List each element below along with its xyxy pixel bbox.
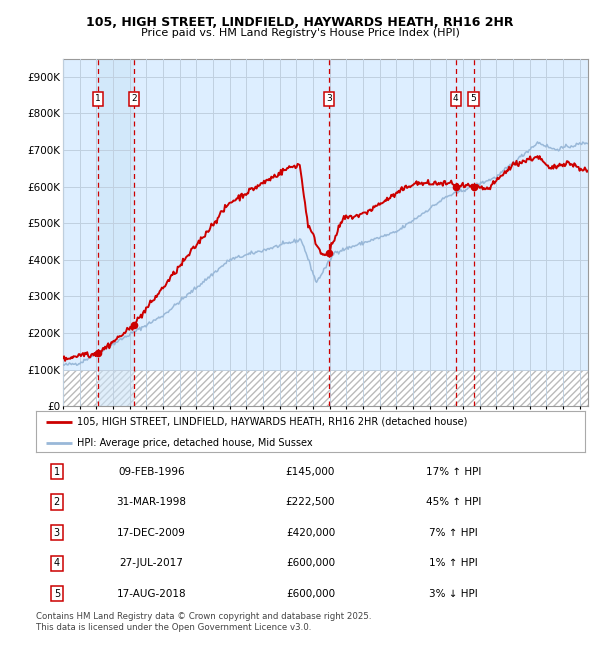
Text: 4: 4 bbox=[453, 94, 458, 103]
Text: 17-DEC-2009: 17-DEC-2009 bbox=[117, 528, 186, 538]
Text: 17-AUG-2018: 17-AUG-2018 bbox=[116, 589, 186, 599]
Text: 4: 4 bbox=[54, 558, 60, 568]
Text: 31-MAR-1998: 31-MAR-1998 bbox=[116, 497, 186, 507]
Text: 1% ↑ HPI: 1% ↑ HPI bbox=[429, 558, 478, 568]
Text: 1: 1 bbox=[95, 94, 101, 103]
Text: 5: 5 bbox=[54, 589, 60, 599]
Text: Contains HM Land Registry data © Crown copyright and database right 2025.
This d: Contains HM Land Registry data © Crown c… bbox=[36, 612, 371, 632]
Text: 105, HIGH STREET, LINDFIELD, HAYWARDS HEATH, RH16 2HR: 105, HIGH STREET, LINDFIELD, HAYWARDS HE… bbox=[86, 16, 514, 29]
Text: £600,000: £600,000 bbox=[286, 558, 335, 568]
Bar bbox=[63, 370, 588, 406]
Text: 45% ↑ HPI: 45% ↑ HPI bbox=[425, 497, 481, 507]
Text: HPI: Average price, detached house, Mid Sussex: HPI: Average price, detached house, Mid … bbox=[77, 438, 313, 448]
Text: 09-FEB-1996: 09-FEB-1996 bbox=[118, 467, 185, 476]
Text: 3: 3 bbox=[326, 94, 332, 103]
Text: £420,000: £420,000 bbox=[286, 528, 335, 538]
Text: 17% ↑ HPI: 17% ↑ HPI bbox=[425, 467, 481, 476]
Text: 105, HIGH STREET, LINDFIELD, HAYWARDS HEATH, RH16 2HR (detached house): 105, HIGH STREET, LINDFIELD, HAYWARDS HE… bbox=[77, 417, 467, 426]
Text: £145,000: £145,000 bbox=[286, 467, 335, 476]
Text: 3% ↓ HPI: 3% ↓ HPI bbox=[429, 589, 478, 599]
Text: 5: 5 bbox=[470, 94, 476, 103]
Text: 27-JUL-2017: 27-JUL-2017 bbox=[119, 558, 183, 568]
Text: Price paid vs. HM Land Registry's House Price Index (HPI): Price paid vs. HM Land Registry's House … bbox=[140, 28, 460, 38]
Text: 7% ↑ HPI: 7% ↑ HPI bbox=[429, 528, 478, 538]
Text: 2: 2 bbox=[54, 497, 60, 507]
Text: 1: 1 bbox=[54, 467, 60, 476]
Text: £222,500: £222,500 bbox=[286, 497, 335, 507]
Text: £600,000: £600,000 bbox=[286, 589, 335, 599]
Text: 2: 2 bbox=[131, 94, 137, 103]
Text: 3: 3 bbox=[54, 528, 60, 538]
Bar bbox=[98, 58, 134, 406]
